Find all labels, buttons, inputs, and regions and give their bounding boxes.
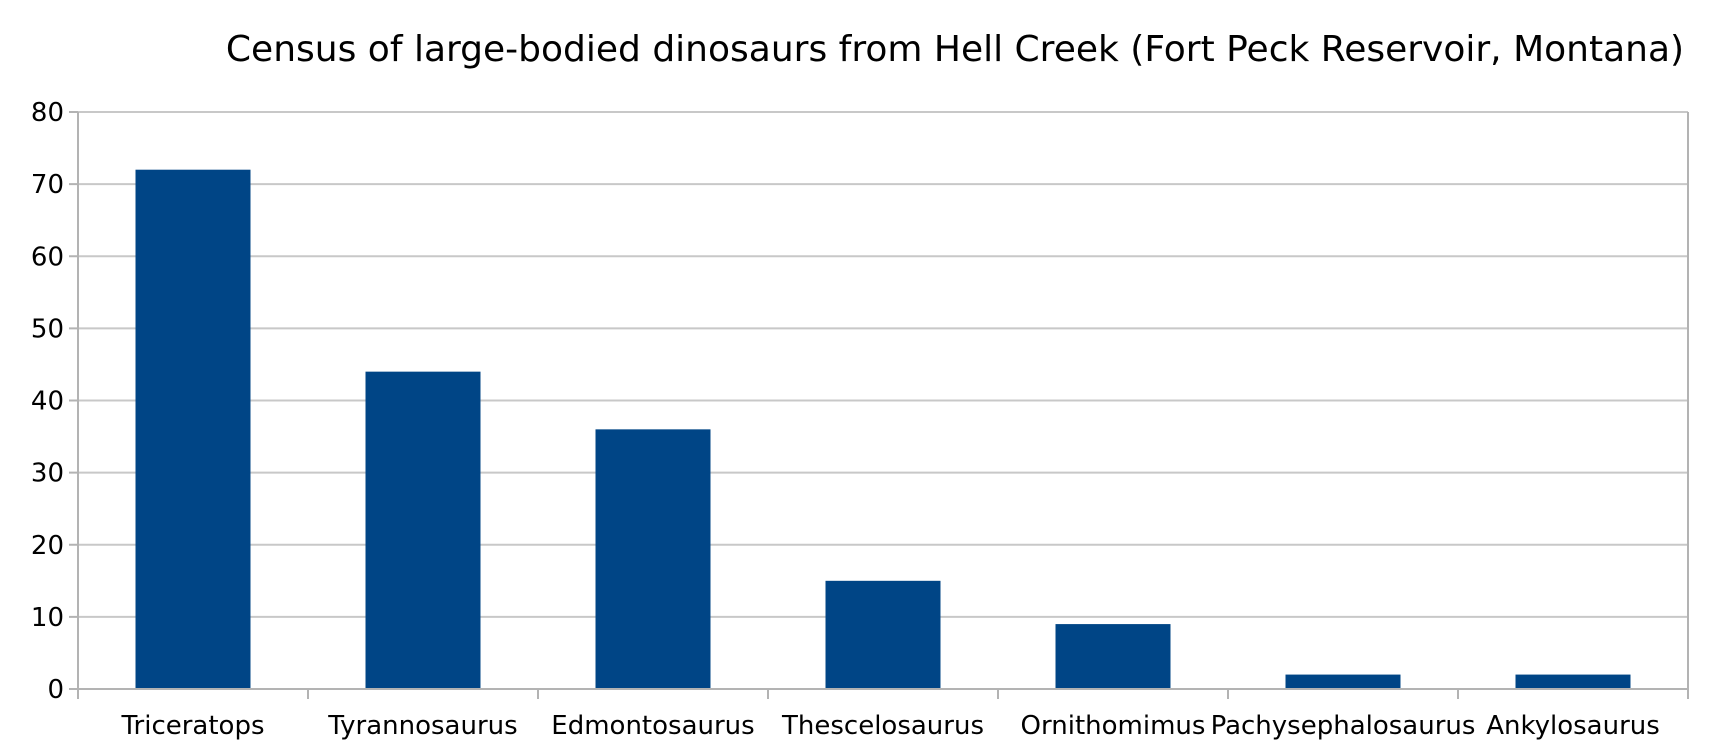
tick-labels: 0 10 20 30 40 50 60 70 80 Triceratops Tyrannosauru… — [31, 98, 1660, 741]
x-tick-label: Ornithomimus — [1021, 711, 1206, 741]
bar-thescelosaurus — [825, 580, 941, 689]
bars — [135, 169, 1631, 689]
x-tick-label: Tyrannosaurus — [327, 711, 517, 741]
y-tick-label: 40 — [31, 387, 64, 417]
bar-ornithomimus — [1055, 624, 1171, 689]
y-tick-label: 70 — [31, 170, 64, 200]
y-tick-label: 60 — [31, 242, 64, 272]
y-tick-label: 0 — [47, 675, 64, 705]
bar-pachysephalosaurus — [1285, 674, 1401, 689]
axes — [69, 111, 1689, 699]
y-tick-label: 10 — [31, 603, 64, 633]
x-tick-label: Pachysephalosaurus — [1211, 711, 1476, 741]
y-tick-label: 20 — [31, 531, 64, 561]
bar-triceratops — [135, 169, 251, 689]
x-tick-label: Ankylosaurus — [1486, 711, 1660, 741]
y-tick-label: 30 — [31, 459, 64, 489]
bar-tyrannosaurus — [365, 371, 481, 689]
x-tick-label: Thescelosaurus — [781, 711, 984, 741]
x-tick-label: Triceratops — [120, 711, 264, 741]
y-tick-label: 80 — [31, 98, 64, 128]
chart-title: Census of large-bodied dinosaurs from He… — [226, 29, 1684, 70]
y-tick-label: 50 — [31, 314, 64, 344]
bar-edmontosaurus — [595, 429, 711, 689]
x-tick-label: Edmontosaurus — [551, 711, 754, 741]
bar-ankylosaurus — [1515, 674, 1631, 689]
